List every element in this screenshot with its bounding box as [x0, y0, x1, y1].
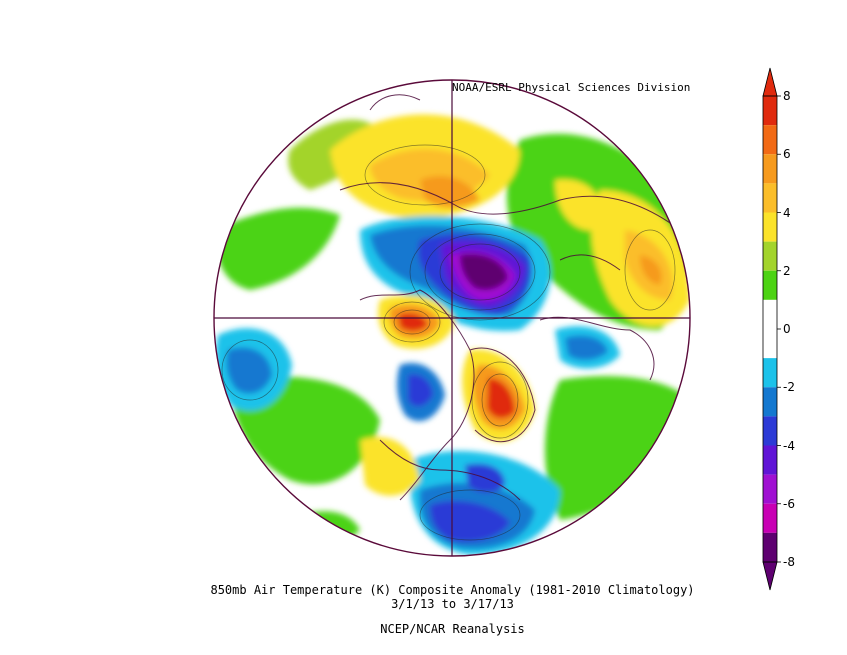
colorbar-bin [763, 503, 777, 533]
colorbar-bin [763, 445, 777, 475]
colorbar-bin [763, 270, 777, 300]
map-title: 850mb Air Temperature (K) Composite Anom… [210, 583, 695, 597]
colorbar-bin [763, 183, 777, 213]
colorbar-bin [763, 474, 777, 504]
date-range-label: 3/1/13 to 3/17/13 [391, 597, 514, 611]
colorbar-tick-label: 8 [783, 89, 791, 103]
colorbar-bin [763, 532, 777, 562]
source-label: NCEP/NCAR Reanalysis [380, 622, 525, 636]
colorbar-bin [763, 125, 777, 155]
colorbar-tick-label: 2 [783, 263, 791, 278]
credit-label: NOAA/ESRL Physical Sciences Division [452, 81, 691, 94]
colorbar [762, 67, 781, 591]
colorbar-bin [763, 387, 777, 417]
colorbar-bin [763, 241, 777, 271]
colorbar-bin [763, 299, 777, 359]
map-boundary [213, 79, 691, 557]
colorbar-bin [763, 416, 777, 446]
colorbar-tick-label: -6 [783, 496, 795, 511]
colorbar-bin [763, 212, 777, 242]
colorbar-tick-label: -8 [783, 555, 795, 569]
colorbar-over-arrow [762, 67, 778, 97]
colorbar-tick-label: 6 [783, 147, 791, 162]
colorbar-tick-label: -2 [783, 380, 795, 395]
colorbar-bin [763, 358, 777, 388]
colorbar-bin [763, 96, 777, 126]
colorbar-tick-label: 4 [783, 205, 791, 220]
colorbar-bin [763, 154, 777, 184]
colorbar-tick-label: -4 [783, 438, 795, 453]
anomaly-field [214, 80, 690, 556]
colorbar-tick-label: 0 [783, 322, 791, 336]
